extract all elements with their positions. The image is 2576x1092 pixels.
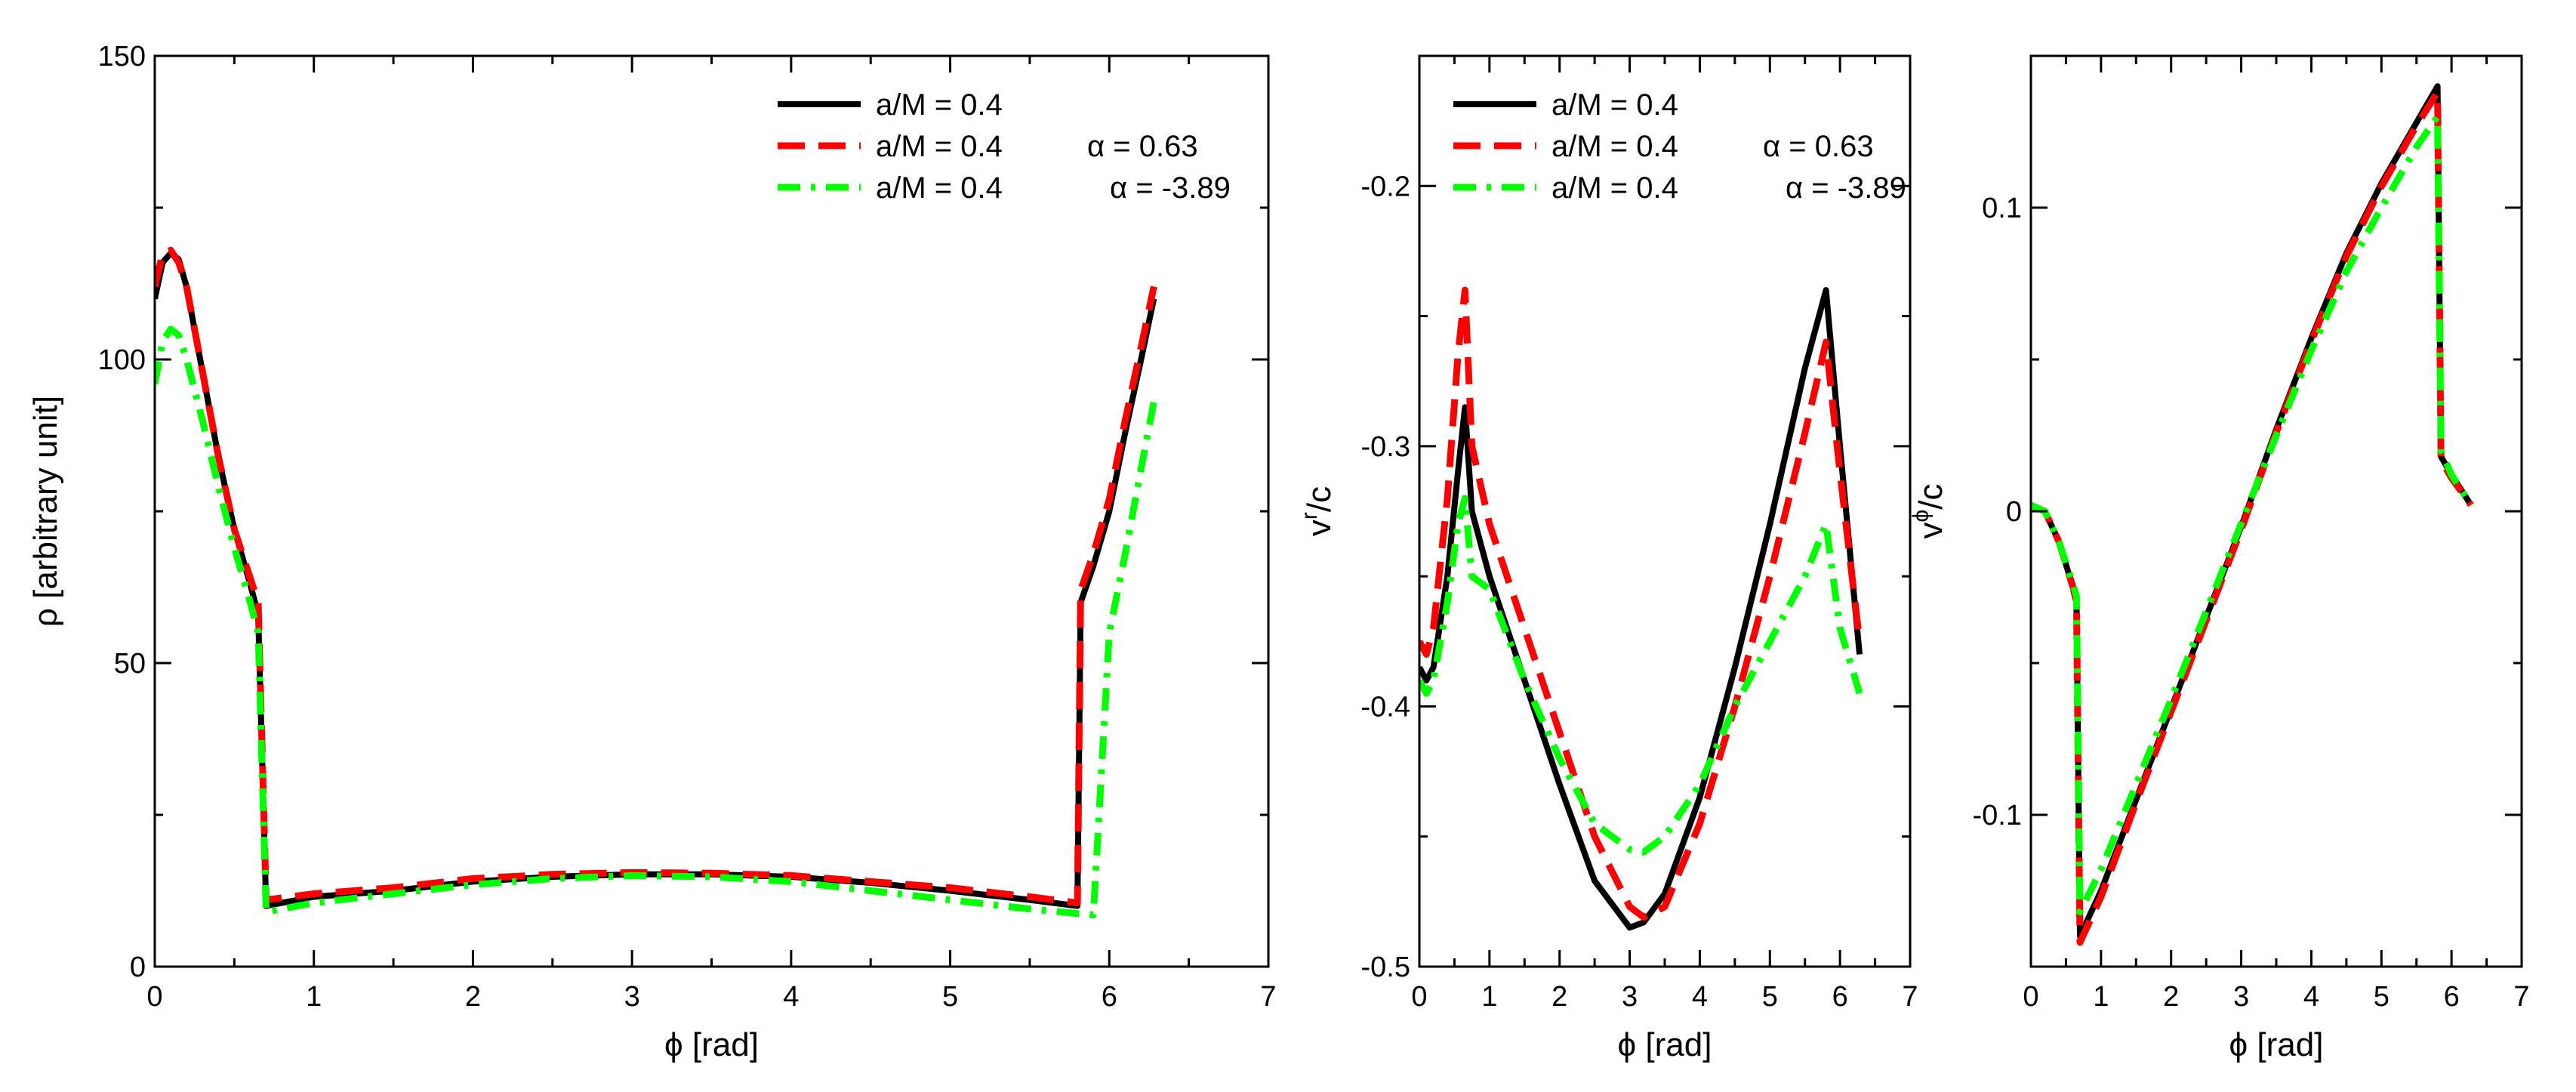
x-tick-label: 4 (1692, 981, 1708, 1013)
panel-azimuthal-velocity: 0 1 2 3 4 5 6 7 -0.1 0 0.1 ϕ [rad] vϕ/c (1909, 54, 2530, 1063)
x-tick-label: 7 (2513, 981, 2529, 1013)
y-axis-label-superscript: ϕ (1909, 510, 1934, 523)
x-tick-label: 6 (1102, 981, 1117, 1013)
x-tick-label: 1 (1481, 981, 1497, 1013)
legend-label-3: a/M = 0.4 (876, 171, 1003, 205)
legend: a/M = 0.4 a/M = 0.4 α = 0.63 a/M = 0.4 α = -… (1453, 88, 1906, 205)
x-tick-label: 1 (306, 981, 322, 1013)
legend-alpha-2: α = 0.63 (1763, 130, 1874, 163)
y-tick-label: 0.1 (1982, 193, 2022, 224)
y-tick-label: -0.5 (1361, 952, 1410, 983)
x-tick-label: 3 (624, 981, 640, 1013)
y-axis-label-superscript: r (1297, 512, 1322, 520)
x-tick-label: 1 (2093, 981, 2109, 1013)
x-tick-label: 4 (2303, 981, 2319, 1013)
x-tick-label: 0 (1411, 981, 1427, 1013)
x-axis-label: ϕ [rad] (664, 1026, 759, 1063)
x-axis-label: ϕ [rad] (2229, 1026, 2324, 1063)
y-tick-label: -0.1 (1973, 800, 2022, 831)
series-line-3 (2031, 113, 2474, 916)
y-axis-label-v: v (1301, 520, 1338, 536)
legend-label-1: a/M = 0.4 (1551, 88, 1678, 122)
x-tick-label: 4 (783, 981, 799, 1013)
series-line-2 (155, 246, 1157, 907)
x-tick-label: 7 (1902, 981, 1918, 1013)
legend-label-2: a/M = 0.4 (876, 130, 1003, 163)
plot-frame (153, 54, 1270, 968)
y-axis-label: vr/c (1297, 486, 1338, 536)
x-tick-label: 0 (146, 981, 162, 1013)
y-tick-label: 150 (98, 41, 146, 72)
x-tick-label: 5 (1762, 981, 1778, 1013)
x-axis-label: ϕ [rad] (1618, 1026, 1712, 1063)
y-axis-label: vϕ/c (1909, 483, 1949, 538)
y-tick-label: 0 (130, 952, 146, 983)
x-tick-label: 7 (1260, 981, 1276, 1013)
y-tick-label: 0 (2006, 496, 2022, 528)
y-tick-label: 100 (98, 344, 146, 376)
legend-alpha-3: α = -3.89 (1110, 171, 1231, 205)
series-line-3 (155, 325, 1157, 919)
y-axis-label-v: v (1912, 523, 1949, 539)
legend-alpha-2: α = 0.63 (1087, 130, 1198, 163)
y-tick-label: 50 (114, 648, 146, 680)
x-tick-label: 5 (942, 981, 958, 1013)
panel-radial-velocity: 0 1 2 3 4 5 6 7 -0.5 -0.4 -0.3 -0.2 ϕ [rad] vr/c a/M =… (1297, 54, 1918, 1063)
series-line-2 (1419, 286, 1863, 921)
y-tick-label: -0.3 (1361, 431, 1410, 463)
x-tick-label: 2 (465, 981, 481, 1013)
x-tick-label: 0 (2023, 981, 2038, 1013)
series-line-1 (1419, 287, 1863, 931)
y-tick-label: -0.2 (1361, 171, 1410, 202)
y-axis-label-suffix: /c (1301, 486, 1338, 512)
legend-label-1: a/M = 0.4 (876, 88, 1003, 122)
y-axis-label: ρ [arbitrary unit] (27, 396, 64, 627)
y-tick-label: -0.4 (1361, 691, 1410, 723)
series-line-1 (155, 250, 1157, 909)
x-tick-label: 6 (2444, 981, 2460, 1013)
x-tick-label: 3 (1622, 981, 1638, 1013)
legend-label-3: a/M = 0.4 (1551, 171, 1678, 205)
x-tick-label: 6 (1832, 981, 1848, 1013)
plot-frame (2029, 54, 2523, 968)
panel-density: 0 1 2 3 4 5 6 7 0 50 100 150 ϕ [rad] ρ [arbitrary uni… (27, 41, 1277, 1063)
legend: a/M = 0.4 a/M = 0.4 α = 0.63 a/M = 0.4 α = -… (778, 88, 1231, 205)
x-tick-label: 2 (1551, 981, 1567, 1013)
x-tick-label: 2 (2163, 981, 2179, 1013)
legend-alpha-3: α = -3.89 (1786, 171, 1906, 205)
x-tick-label: 5 (2374, 981, 2390, 1013)
x-tick-label: 3 (2233, 981, 2249, 1013)
series-line-2 (2031, 88, 2474, 946)
y-axis-label-suffix: /c (1912, 483, 1949, 509)
legend-label-2: a/M = 0.4 (1551, 130, 1678, 163)
series-line-3 (1419, 495, 1863, 856)
